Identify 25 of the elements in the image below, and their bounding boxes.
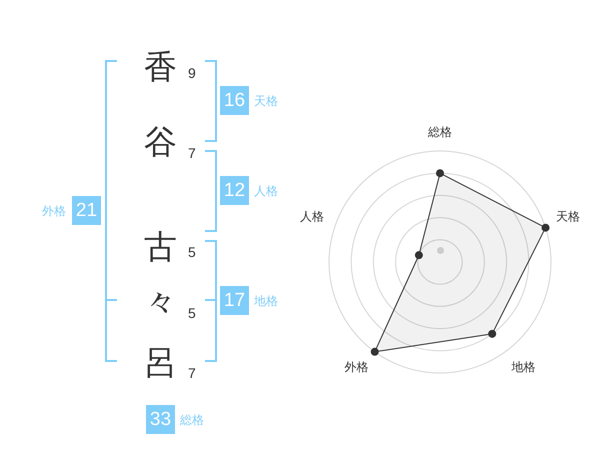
spoke-label: 総格 xyxy=(427,125,452,140)
data-label: 5 xyxy=(188,244,196,260)
category-label: 谷 xyxy=(144,123,177,161)
category-label: 地格 xyxy=(254,294,278,308)
category-label: 総格 xyxy=(180,413,204,427)
data-label: 33 xyxy=(146,405,175,434)
category-label: 香 xyxy=(144,48,177,86)
spoke-label: 天格 xyxy=(556,209,580,224)
data-label: 9 xyxy=(188,65,196,81)
category-label: 古 xyxy=(144,228,177,266)
category-label: 天格 xyxy=(254,94,278,108)
data-label: 16 xyxy=(220,86,249,115)
category-label: 外格 xyxy=(41,204,66,218)
spoke-label: 地格 xyxy=(510,360,536,374)
data-label: 5 xyxy=(188,305,196,321)
data-label: 17 xyxy=(220,286,249,315)
category-label: 々 xyxy=(144,283,177,321)
data-label: 7 xyxy=(188,145,196,161)
category-label: 呂 xyxy=(144,344,177,382)
data-label: 12 xyxy=(220,176,249,205)
spoke-label: 外格 xyxy=(344,360,368,374)
data-label: 7 xyxy=(188,365,196,381)
category-label: 人格 xyxy=(254,184,278,198)
spoke-label: 人格 xyxy=(300,209,324,224)
data-label: 21 xyxy=(72,196,101,225)
